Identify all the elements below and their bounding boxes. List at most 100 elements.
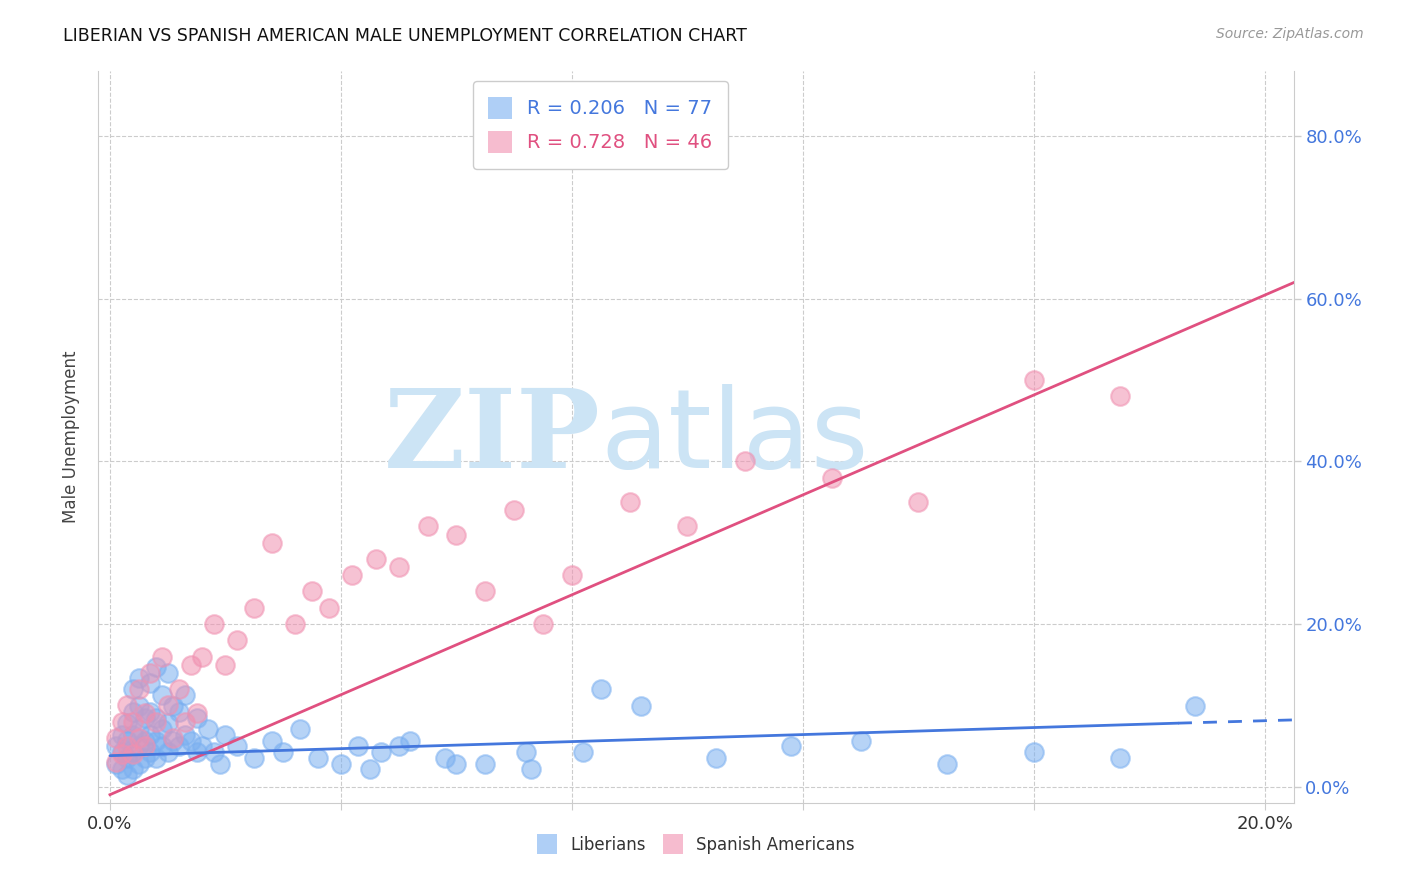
Point [572,745,595,759]
Point [364,552,387,566]
Point [117,698,139,713]
Point [117,739,139,753]
Point [399,733,422,747]
Point [301,584,323,599]
Point [150,722,173,736]
Point [359,762,381,776]
Point [208,756,231,771]
Point [630,699,652,714]
Point [104,739,127,754]
Text: LIBERIAN VS SPANISH AMERICAN MALE UNEMPLOYMENT CORRELATION CHART: LIBERIAN VS SPANISH AMERICAN MALE UNEMPL… [63,27,747,45]
Point [474,756,496,771]
Point [128,756,150,771]
Point [329,756,352,771]
Point [128,671,150,685]
Point [676,519,699,533]
Point [515,745,537,759]
Point [134,706,156,721]
Point [1022,373,1045,387]
Point [191,649,214,664]
Point [139,705,162,719]
Point [226,739,249,754]
Point [780,739,803,754]
Point [122,747,145,761]
Point [139,665,162,680]
Point [104,755,127,769]
Point [128,731,150,745]
Point [145,714,167,729]
Point [139,676,162,690]
Point [342,568,364,582]
Point [619,495,641,509]
Point [134,751,156,765]
Point [128,739,150,754]
Point [704,751,727,765]
Point [936,756,959,771]
Point [174,728,197,742]
Point [134,710,156,724]
Point [531,617,554,632]
Point [156,665,179,680]
Point [122,681,145,696]
Point [260,535,283,549]
Point [145,710,167,724]
Point [104,756,127,771]
Point [186,710,208,724]
Point [1109,751,1132,765]
Point [156,716,179,731]
Point [226,633,249,648]
Point [162,731,184,745]
Point [1184,699,1206,714]
Point [174,714,197,729]
Point [122,745,145,759]
Point [167,681,190,696]
Point [128,722,150,736]
Point [150,739,173,754]
Point [122,728,145,742]
Point [260,733,283,747]
Point [214,728,236,742]
Point [561,568,583,582]
Point [128,698,150,713]
Point [117,750,139,764]
Point [243,751,266,765]
Point [134,733,156,747]
Point [150,649,173,664]
Point [186,745,208,759]
Point [474,584,496,599]
Point [416,519,439,533]
Point [167,705,190,719]
Point [191,739,214,754]
Point [145,733,167,747]
Point [243,600,266,615]
Point [849,733,872,747]
Text: Source: ZipAtlas.com: Source: ZipAtlas.com [1216,27,1364,41]
Legend: Liberians, Spanish Americans: Liberians, Spanish Americans [530,828,862,860]
Point [214,657,236,672]
Point [290,722,312,736]
Point [150,688,173,702]
Point [162,699,184,714]
Point [156,745,179,759]
Point [134,739,156,753]
Point [907,495,929,509]
Point [145,751,167,765]
Point [186,706,208,721]
Point [117,716,139,731]
Point [128,681,150,696]
Point [174,688,197,702]
Text: atlas: atlas [600,384,869,491]
Point [104,731,127,745]
Point [446,756,468,771]
Point [162,733,184,747]
Point [388,560,411,574]
Point [520,762,543,776]
Point [110,745,132,759]
Point [180,733,202,747]
Point [202,745,225,759]
Point [1109,389,1132,403]
Point [180,657,202,672]
Point [197,722,219,736]
Point [202,617,225,632]
Point [433,751,456,765]
